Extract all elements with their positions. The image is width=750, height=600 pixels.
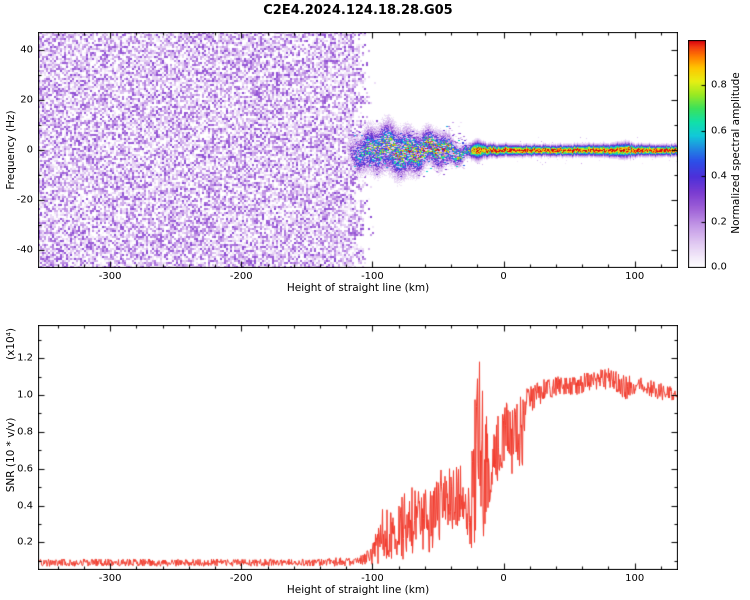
spec-y-tick-label: 20	[20, 94, 33, 106]
snr-x-tick-label: -200	[229, 573, 253, 584]
snr-ylabel-scale: (x10⁴)	[5, 328, 17, 360]
snr-y-tick-label: 0.2	[17, 536, 33, 548]
spec-x-tick-label: 100	[625, 271, 645, 282]
spectrogram-xlabel: Height of straight line (km)	[286, 282, 430, 294]
spectrogram-ylabel: Frequency (Hz)	[5, 110, 17, 190]
snr-y-tick-label: 1.2	[17, 352, 33, 364]
colorbar-tick-label: 0.2	[711, 216, 727, 228]
chart-title: C2E4.2024.124.18.28.G05	[263, 3, 453, 18]
snr-x-tick-label: 0	[500, 573, 507, 584]
spec-y-tick-label: -40	[16, 244, 33, 256]
snr-xlabel: Height of straight line (km)	[286, 584, 430, 596]
colorbar-label: Normalized spectral amplitude	[730, 72, 742, 234]
spec-y-tick-label: 40	[20, 44, 33, 56]
snr-x-tick-label: -100	[361, 573, 384, 584]
snr-y-tick-label: 0.6	[17, 463, 33, 475]
spectrogram-panel	[38, 32, 678, 268]
spec-y-tick-label: 0	[26, 144, 33, 156]
colorbar-tick-label: 0.6	[711, 125, 727, 137]
colorbar	[688, 40, 706, 268]
spec-x-tick-label: -100	[361, 271, 384, 282]
spec-x-tick-label: -300	[98, 271, 122, 282]
spec-y-tick-label: -20	[16, 194, 33, 206]
snr-panel	[38, 325, 678, 570]
snr-y-tick-label: 0.8	[17, 426, 33, 438]
spectrogram-canvas	[38, 32, 678, 268]
snr-canvas	[38, 325, 678, 570]
colorbar-tick-label: 0.4	[711, 170, 727, 182]
snr-y-tick-label: 1.0	[17, 389, 33, 401]
snr-x-tick-label: -300	[98, 573, 122, 584]
spec-x-tick-label: -200	[229, 271, 253, 282]
colorbar-tick-label: 0.8	[711, 79, 727, 91]
spec-x-tick-label: 0	[500, 271, 507, 282]
snr-x-tick-label: 100	[625, 573, 645, 584]
colorbar-tick-label: 0.0	[711, 261, 727, 273]
snr-ylabel: SNR (10 * v/v)	[5, 417, 17, 493]
snr-y-tick-label: 0.4	[17, 500, 33, 512]
